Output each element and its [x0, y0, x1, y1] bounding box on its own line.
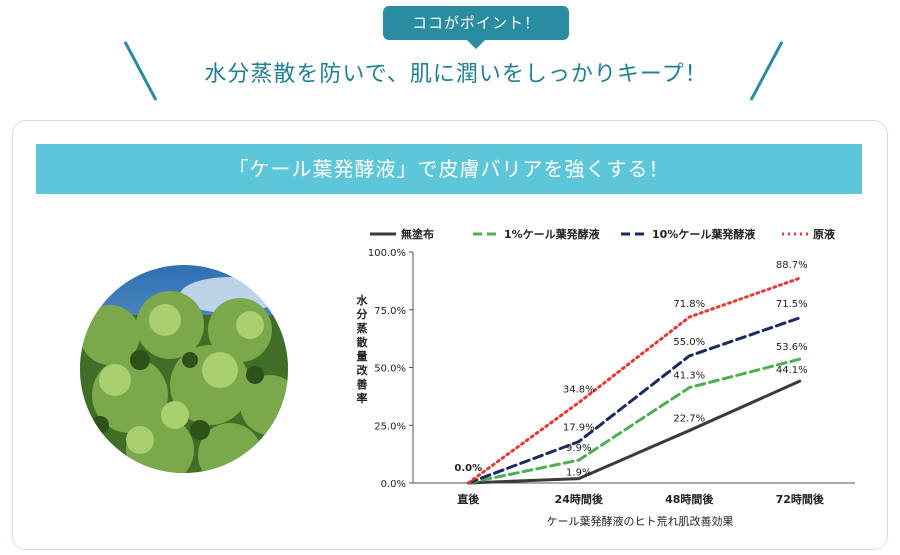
data-label: 0.0%: [454, 463, 482, 474]
legend-label: 10%ケール葉発酵液: [652, 227, 756, 241]
data-label: 71.5%: [776, 299, 808, 310]
chart-axes: 0.0% 25.0% 50.0% 75.0% 100.0% 直後 24時間後 48時間後 72時…: [368, 248, 855, 506]
chart-data-labels: 1.9% 22.7% 44.1% 9.9% 41.3% 53.6% 17.9% 55.0% 71…: [454, 260, 807, 479]
y-axis-label-char: 改: [357, 363, 369, 377]
y-axis-label-char: 蒸: [357, 321, 368, 335]
point-tag: ココがポイント！: [383, 6, 569, 49]
y-tick-label: 0.0%: [381, 479, 406, 490]
x-tick-label: 48時間後: [665, 492, 714, 506]
line-chart: 無塗布 1%ケール葉発酵液 10%ケール葉発酵液 原液 0.0% 25.0% 50.0% 7…: [340, 218, 880, 533]
x-tick-label: 24時間後: [555, 492, 604, 506]
data-label: 53.6%: [776, 342, 808, 353]
series-line-10%ケール葉発酵液: [466, 316, 802, 485]
point-tag-label: ココがポイント！: [411, 14, 540, 32]
chart-series: [466, 276, 802, 485]
y-axis-label-char: 分: [357, 307, 368, 321]
series-line-1%ケール葉発酵液: [466, 357, 802, 485]
data-label: 34.8%: [563, 385, 595, 396]
y-tick-label: 25.0%: [374, 421, 406, 432]
y-tick-label: 50.0%: [374, 364, 406, 375]
headline: 水分蒸散を防いで、肌に潤いをしっかりキープ！: [204, 62, 708, 87]
y-axis-label-char: 量: [357, 350, 368, 363]
data-label: 22.7%: [673, 414, 705, 425]
x-axis-label: ケール葉発酵液のヒト荒れ肌改善効果: [547, 514, 734, 528]
y-tick-label: 75.0%: [374, 306, 406, 317]
data-label: 44.1%: [776, 365, 808, 376]
banner: 「ケール葉発酵液」で皮膚バリアを強くする！: [36, 144, 862, 194]
x-tick-label: 72時間後: [776, 492, 825, 506]
y-axis-label-char: 散: [357, 335, 369, 349]
data-label: 41.3%: [673, 371, 705, 382]
legend-label: 原液: [813, 227, 836, 241]
series-line-原液: [466, 276, 802, 485]
data-label: 1.9%: [566, 468, 591, 479]
chart-legend: 無塗布 1%ケール葉発酵液 10%ケール葉発酵液 原液: [370, 227, 836, 241]
x-tick-label: 直後: [457, 492, 480, 506]
kale-photo: [80, 265, 288, 473]
y-axis-label-char: 水: [357, 293, 369, 307]
data-label: 17.9%: [563, 423, 595, 434]
legend-label: 1%ケール葉発酵液: [504, 227, 601, 241]
data-label: 88.7%: [776, 260, 808, 271]
legend-label: 無塗布: [401, 227, 434, 241]
y-axis-label-char: 率: [357, 391, 368, 405]
data-label: 9.9%: [566, 443, 591, 454]
series-line-無塗布: [466, 379, 802, 485]
data-label: 71.8%: [673, 299, 705, 310]
y-tick-label: 100.0%: [368, 248, 406, 259]
data-label: 55.0%: [673, 337, 705, 348]
y-axis-label-char: 善: [357, 377, 368, 391]
